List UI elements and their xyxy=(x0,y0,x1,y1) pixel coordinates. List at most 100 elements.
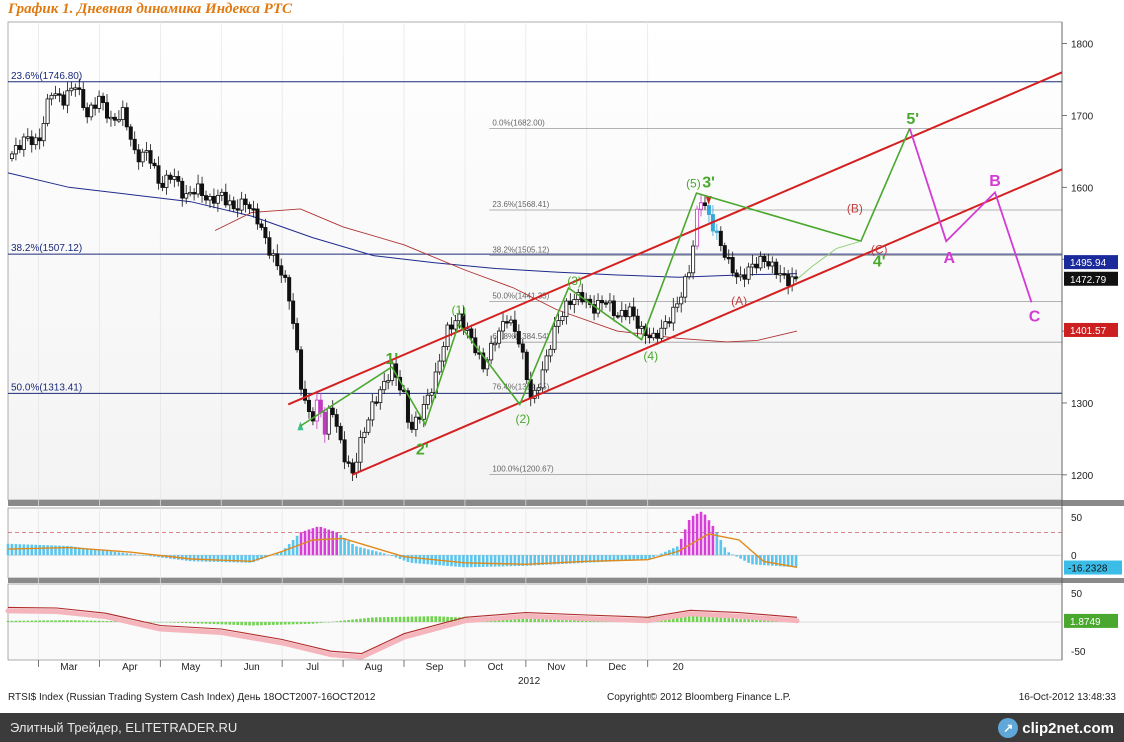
osc2-bar xyxy=(426,616,430,622)
osc2-bar xyxy=(93,620,97,622)
osc2-bar xyxy=(735,618,738,622)
candle-body xyxy=(105,102,110,119)
candle-body xyxy=(540,369,545,389)
osc2-bar xyxy=(184,622,188,624)
osc1-bar xyxy=(454,555,457,567)
candle-body xyxy=(263,227,268,239)
candle-body xyxy=(25,136,30,139)
wave-label: A xyxy=(944,250,956,267)
osc1-bar xyxy=(327,529,331,556)
osc2-bar xyxy=(359,618,362,622)
osc1-bar xyxy=(38,544,41,556)
osc1-bar xyxy=(129,553,133,556)
candle-body xyxy=(295,323,300,351)
osc2-bar xyxy=(517,618,521,622)
candle-body xyxy=(53,93,58,96)
osc1-bar xyxy=(279,551,283,556)
candle-body xyxy=(611,300,616,317)
osc2-bar xyxy=(541,618,544,622)
osc2-bar xyxy=(406,616,410,622)
osc1-bar xyxy=(592,555,596,563)
y-tick-label: 1700 xyxy=(1071,111,1094,122)
bottom-bar: Элитный Трейдер, ELITETRADER.RU ↗ clip2n… xyxy=(0,713,1124,742)
chart-canvas[interactable]: 23.6%(1746.80) 0.0%(1682.00) 23.6%(1568.41… xyxy=(0,0,1124,712)
osc1-bar xyxy=(188,555,192,562)
candle-body xyxy=(132,138,137,151)
osc1-bar xyxy=(14,544,18,556)
candle-body xyxy=(766,261,771,267)
wave-label: (A) xyxy=(731,294,747,308)
osc2-bar xyxy=(755,619,758,622)
osc1-bar xyxy=(759,555,762,565)
candle-body xyxy=(449,324,454,330)
osc1-bar xyxy=(707,520,711,556)
osc2-bar xyxy=(54,620,57,622)
fib-label: 76.4%(1314.25) xyxy=(492,383,549,392)
osc1-bar xyxy=(101,550,105,556)
osc1-bar xyxy=(347,541,350,556)
osc2-bar xyxy=(747,619,750,622)
osc1-bar xyxy=(636,555,639,561)
security-description: RTSI$ Index (Russian Trading System Cash… xyxy=(8,692,376,703)
osc2-value-label: 1.8749 xyxy=(1070,617,1101,628)
osc2-bar xyxy=(264,622,267,626)
osc2-bar xyxy=(66,620,69,622)
candle-body xyxy=(354,461,359,474)
x-tick-label: Apr xyxy=(122,662,138,673)
osc2-bar xyxy=(533,618,536,622)
x-tick-label: Sep xyxy=(426,662,444,673)
osc2-bar xyxy=(521,618,525,622)
y-tick-label: 1200 xyxy=(1071,471,1094,482)
osc2-bar xyxy=(50,620,53,622)
osc1-bar xyxy=(260,555,263,560)
osc2-bar xyxy=(224,622,228,625)
osc2-bar xyxy=(165,622,168,623)
osc1-bar xyxy=(97,549,101,556)
osc2-bar xyxy=(180,622,184,623)
osc2-bar xyxy=(414,616,418,622)
candle-body xyxy=(516,331,521,345)
candle-body xyxy=(437,360,442,373)
candle-body xyxy=(706,205,711,215)
price-tag-label: 1472.79 xyxy=(1070,275,1107,286)
candle-body xyxy=(504,321,509,324)
osc1-bar xyxy=(137,554,140,556)
candle-body xyxy=(386,380,391,383)
candle-body xyxy=(338,425,343,441)
osc1-bar xyxy=(418,555,422,564)
osc2-bar xyxy=(549,618,552,622)
candle-body xyxy=(742,274,747,280)
osc2-bar xyxy=(537,618,540,622)
osc1-bar xyxy=(584,555,588,563)
osc1-bar xyxy=(557,555,560,565)
osc1-bar xyxy=(660,553,663,556)
osc1-bar xyxy=(747,555,750,563)
osc2-bar xyxy=(430,616,434,622)
candle-body xyxy=(659,327,664,339)
candle-body xyxy=(259,223,264,228)
candle-body xyxy=(532,389,537,399)
candle-body xyxy=(683,276,688,298)
candle-body xyxy=(303,388,308,401)
wave-label: 3' xyxy=(702,174,715,191)
osc1-bar xyxy=(723,547,727,556)
candle-body xyxy=(17,145,22,150)
osc2-bar xyxy=(161,622,164,623)
osc2-bar xyxy=(759,619,762,622)
x-tick-label: May xyxy=(181,662,200,673)
candle-body xyxy=(116,119,121,122)
candle-body xyxy=(702,202,707,207)
osc1-bar xyxy=(509,555,513,567)
osc1-tick-label: 50 xyxy=(1071,513,1083,524)
candle-body xyxy=(69,87,74,92)
osc2-bar xyxy=(363,618,366,622)
fib-label: 61.8%(1384.54) xyxy=(492,332,549,341)
osc1-bar xyxy=(54,545,57,556)
candle-body xyxy=(405,390,410,423)
osc1-bar xyxy=(283,548,287,556)
y-tick-label: 1300 xyxy=(1071,399,1094,410)
osc2-bar xyxy=(101,620,105,622)
candle-body xyxy=(754,263,759,269)
osc1-bar xyxy=(386,554,390,556)
osc2-bar xyxy=(256,622,259,626)
